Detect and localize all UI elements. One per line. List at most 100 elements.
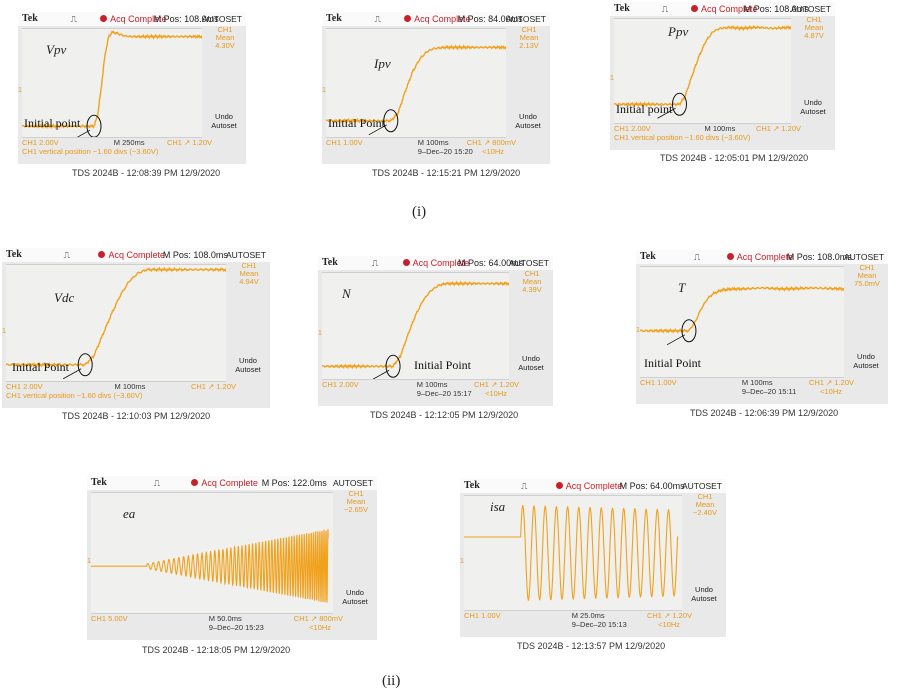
signal-trace xyxy=(22,30,202,130)
channel-marker: 1 xyxy=(2,327,6,335)
ch-scale: CH1 2.00V xyxy=(22,138,59,147)
scope-screen: Tek ⎍ Acq Complete M Pos: 108.0ms AUTOSET 1 Vp… xyxy=(18,12,246,164)
trigger-freq: <10Hz xyxy=(485,389,507,398)
panel-label-i: (i) xyxy=(412,204,427,220)
readout-mean-value: −2.40V xyxy=(693,508,717,517)
trigger-freq: <10Hz xyxy=(658,620,680,629)
signal-label: Vpv xyxy=(46,42,67,57)
readout-mean-label: Mean xyxy=(695,500,715,509)
scope-topbar: Tek ⎍ Acq Complete M Pos: 64.00ms AUTOSET xyxy=(318,256,553,270)
date-time: 9–Dec–20 15:20 xyxy=(417,147,473,156)
brand-tek: Tek xyxy=(6,249,22,260)
undo-autoset[interactable]: Undo Autoset xyxy=(508,112,548,130)
brand-tek: Tek xyxy=(322,257,338,268)
trigger: CH1 ↗ 1.20V xyxy=(473,380,519,389)
m-pos: M Pos: 122.0ms xyxy=(261,478,327,488)
acq-dot-icon xyxy=(402,259,410,266)
undo-autoset[interactable]: Undo Autoset xyxy=(228,356,268,374)
brand-tek: Tek xyxy=(464,480,480,491)
readout-mean-label: Mean xyxy=(519,33,539,42)
timebase: M 250ms xyxy=(113,138,145,147)
signal-trace xyxy=(640,285,844,334)
ch-scale: CH1 2.00V xyxy=(614,124,651,133)
autoset-label: AUTOSET xyxy=(682,481,722,491)
scope-vdc: Tek ⎍ Acq Complete M Pos: 108.0ms AUTOSET 1 Vd… xyxy=(2,248,270,408)
signal-label: Vdc xyxy=(54,290,75,305)
timebase: M 25.0ms xyxy=(571,611,605,620)
initial-point-arrow xyxy=(666,334,686,346)
undo-autoset[interactable]: Undo Autoset xyxy=(846,352,886,370)
scope-topbar: Tek ⎍ Acq Complete M Pos: 108.0ms AUTOSET xyxy=(636,250,888,264)
timebase: M 100ms xyxy=(416,380,448,389)
initial-point-arrow xyxy=(63,368,82,380)
waveform-svg xyxy=(22,30,202,137)
readout-mean-value: 4.87V xyxy=(804,31,824,40)
initial-point-marker xyxy=(385,354,401,378)
vertical-position: CH1 vertical position −1.60 divs (−3.60V… xyxy=(22,147,159,156)
autoset-label: AUTOSET xyxy=(509,258,549,268)
undo-line2: Autoset xyxy=(515,121,541,130)
trigger: CH1 ↗ 800mV xyxy=(293,614,343,623)
readout-ch: CH1 xyxy=(521,25,537,34)
initial-point-marker xyxy=(383,109,399,133)
undo-line2: Autoset xyxy=(800,107,826,116)
brand-tek: Tek xyxy=(22,13,38,24)
scope-topbar: Tek ⎍ Acq Complete M Pos: 108.0ms AUTOSET xyxy=(2,248,270,262)
undo-line2: Autoset xyxy=(342,597,368,606)
initial-point-label: Initial point xyxy=(616,102,673,116)
ch-scale: CH1 1.00V xyxy=(464,611,501,620)
signal-trace xyxy=(464,505,679,601)
channel-marker: 1 xyxy=(610,75,614,83)
date-time: 9–Dec–20 15:17 xyxy=(416,389,472,398)
channel-marker: 1 xyxy=(322,87,326,95)
undo-line1: Undo xyxy=(519,112,537,121)
trigger-freq: <10Hz xyxy=(820,387,842,396)
trigger: CH1 ↗ 1.20V xyxy=(808,378,854,387)
m-pos: M Pos: 84.00ms xyxy=(457,14,523,24)
autoset-label: AUTOSET xyxy=(202,14,242,24)
autoset-label: AUTOSET xyxy=(506,14,546,24)
m-pos: M Pos: 108.0ms xyxy=(786,252,852,262)
pulse-icon: ⎍ xyxy=(521,481,528,491)
waveform-area xyxy=(326,28,506,138)
undo-line2: Autoset xyxy=(235,365,261,374)
caption-vdc: TDS 2024B - 12:10:03 PM 12/9/2020 xyxy=(62,411,211,421)
undo-line2: Autoset xyxy=(853,361,879,370)
initial-point-marker xyxy=(86,114,102,137)
ch-scale: CH1 5.00V xyxy=(91,614,128,623)
channel-marker: 1 xyxy=(18,87,22,95)
initial-point-label: Initial Point xyxy=(414,358,471,372)
initial-point-arrow xyxy=(372,369,390,379)
signal-label: isa xyxy=(490,499,506,514)
acq-status: Acq Complete xyxy=(201,478,258,488)
pulse-icon: ⎍ xyxy=(372,258,379,268)
m-pos: M Pos: 108.0ms xyxy=(162,250,228,260)
brand-tek: Tek xyxy=(326,13,342,24)
signal-trace xyxy=(326,44,506,124)
signal-trace xyxy=(91,529,329,603)
m-pos: M Pos: 108.0ms xyxy=(743,4,809,14)
readout-mean-value: 4.39V xyxy=(522,285,542,294)
scope-t: Tek ⎍ Acq Complete M Pos: 108.0ms AUTOSET 1 T I… xyxy=(636,250,888,404)
acq-status: Acq Complete xyxy=(701,4,758,14)
vertical-position: CH1 vertical position −1.60 divs (−3.60V… xyxy=(614,133,751,142)
undo-autoset[interactable]: Undo Autoset xyxy=(793,98,833,116)
undo-autoset[interactable]: Undo Autoset xyxy=(335,588,375,606)
initial-point-marker xyxy=(77,353,93,377)
undo-autoset[interactable]: Undo Autoset xyxy=(204,112,244,130)
trigger: CH1 ↗ 800mV xyxy=(466,138,516,147)
signal-trace xyxy=(614,24,791,108)
readout-mean-value: 4.94V xyxy=(239,277,259,286)
pulse-icon: ⎍ xyxy=(153,478,160,488)
pulse-icon: ⎍ xyxy=(63,250,70,260)
m-pos: M Pos: 64.00ms xyxy=(619,481,685,491)
timebase: M 100ms xyxy=(741,378,773,387)
autoset-label: AUTOSET xyxy=(844,252,884,262)
waveform-area xyxy=(464,495,682,611)
undo-autoset[interactable]: Undo Autoset xyxy=(511,354,551,372)
date-time: 9–Dec–20 15:11 xyxy=(741,387,797,396)
channel-readout: CH1 Mean 75.0mV xyxy=(846,264,888,288)
undo-autoset[interactable]: Undo Autoset xyxy=(684,585,724,603)
readout-mean-label: Mean xyxy=(346,497,366,506)
waveform-svg xyxy=(614,24,791,119)
